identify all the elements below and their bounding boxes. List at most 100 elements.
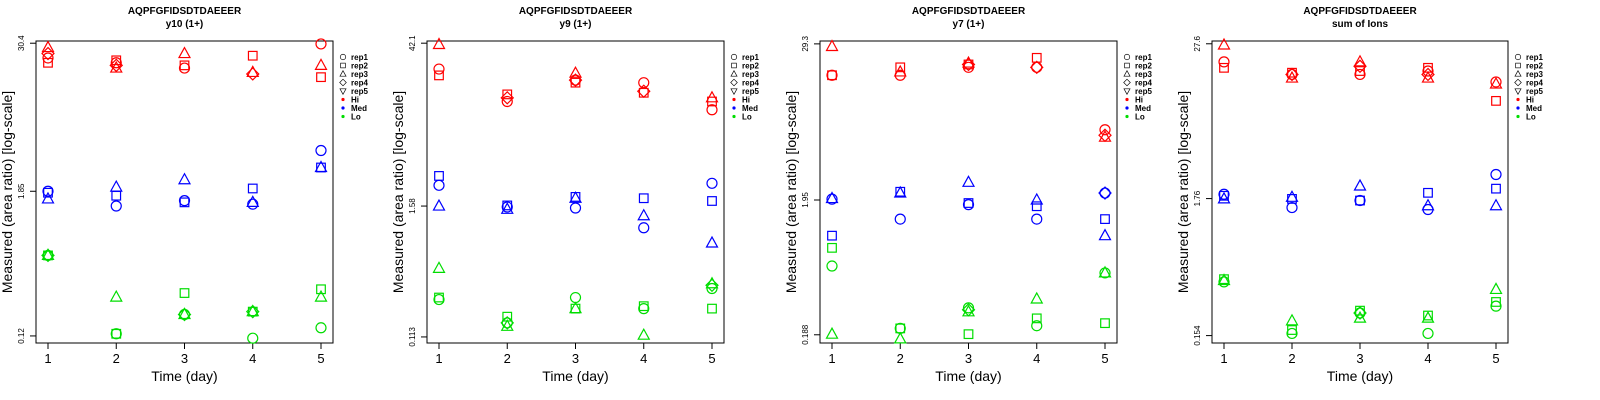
x-tick-label: 5 [708, 351, 715, 366]
data-point [1031, 213, 1043, 225]
data-point [1099, 187, 1111, 199]
data-point [638, 77, 650, 89]
data-point [961, 57, 976, 72]
data-point [434, 171, 444, 181]
legend-symbol-rep1 [730, 53, 738, 61]
data-point [500, 316, 515, 330]
data-point [432, 261, 446, 273]
data-point [178, 62, 191, 74]
x-tick-label: 3 [965, 351, 972, 366]
data-point [315, 144, 327, 157]
legend-label: Lo [1135, 113, 1145, 122]
legend-symbol-rep5 [1123, 88, 1131, 95]
data-point [638, 303, 650, 315]
data-point [826, 193, 838, 205]
legend-symbol-rep5 [730, 88, 738, 95]
data-point [1217, 273, 1231, 286]
chart-panel-3: AQPFGFIDSDTDAEEER y7 (1+) 1 2 3 4 5 Time (day) 0… [783, 6, 1152, 384]
y-tick-label: 27.6 [1193, 35, 1202, 51]
data-point [569, 202, 582, 214]
data-point [1031, 313, 1042, 324]
data-point [895, 62, 906, 73]
data-point [109, 58, 124, 73]
chart-panel-1: AQPFGFIDSDTDAEEER y10 (1+) 1 2 3 4 5 Time (day)… [0, 6, 368, 384]
legend-symbol-rep4 [730, 78, 738, 87]
data-point [246, 195, 260, 207]
data-point [110, 328, 122, 340]
data-point [826, 69, 838, 81]
x-tick-label: 3 [572, 351, 579, 366]
legend-symbol-rep4 [1514, 78, 1522, 87]
x-tick-label: 5 [317, 351, 324, 366]
data-point [1285, 313, 1299, 326]
data-point [179, 60, 190, 71]
y-tick-label: 0.154 [1193, 325, 1202, 346]
data-point [961, 175, 976, 187]
legend-label: rep1 [351, 53, 368, 62]
y-tick-label: 1.58 [408, 198, 417, 214]
legend-symbol-rep5 [339, 88, 347, 95]
data-point [314, 289, 328, 302]
data-point [1354, 68, 1366, 81]
data-point [1286, 68, 1298, 81]
data-point [1029, 60, 1044, 75]
data-point [638, 193, 649, 204]
data-point [1490, 300, 1502, 312]
legend-symbol-rep3 [1123, 70, 1131, 77]
data-point [827, 70, 837, 81]
data-point [827, 230, 837, 241]
data-point [568, 65, 583, 78]
data-point [41, 191, 55, 204]
data-point [111, 190, 122, 201]
legend-label: rep2 [351, 62, 368, 71]
data-point [109, 289, 123, 302]
legend-label: rep5 [351, 87, 368, 96]
x-tick-label: 1 [435, 351, 442, 366]
data-point [707, 303, 717, 314]
data-point [1219, 190, 1229, 201]
y-tick-label: 1.85 [17, 183, 26, 199]
legend-label: Hi [742, 96, 750, 105]
data-point [961, 302, 976, 317]
legend-label: rep4 [1135, 79, 1152, 88]
legend-label: Lo [351, 113, 361, 122]
legend-symbol-rep1 [1514, 53, 1522, 61]
data-point [962, 302, 975, 314]
x-tick-label: 4 [640, 351, 647, 366]
x-tick-label: 2 [897, 351, 904, 366]
data-point [1355, 195, 1365, 206]
data-point [110, 57, 122, 69]
data-point [1219, 62, 1229, 73]
data-point [1285, 190, 1299, 202]
legend-dot-Med [1516, 106, 1520, 110]
legend-dot-Med [732, 106, 736, 110]
x-tick-label: 3 [181, 351, 188, 366]
x-axis-label: Time (day) [151, 368, 217, 384]
legend-symbol-rep3 [339, 70, 347, 77]
legend-symbol-rep2 [1515, 62, 1521, 69]
legend-dot-Lo [1125, 114, 1129, 119]
x-tick-label: 1 [1220, 351, 1227, 366]
legend-dot-Hi [341, 97, 345, 102]
data-point [43, 187, 53, 198]
data-point [1285, 67, 1299, 82]
legend-dot-Hi [732, 97, 736, 102]
chart-panel-4: AQPFGFIDSDTDAEEER sum of Ions 1 2 3 4 5 Time (d… [1175, 6, 1543, 384]
data-point [1353, 54, 1367, 67]
data-point [41, 248, 55, 263]
y-tick-label: 29.3 [801, 36, 810, 52]
data-point [706, 104, 718, 116]
data-point [707, 196, 717, 206]
legend-label: rep4 [1526, 79, 1543, 88]
y-axis-label: Measured (area ratio) [log-scale] [390, 91, 406, 293]
data-point [1354, 194, 1366, 207]
y-tick-label: 42.1 [408, 35, 417, 51]
chart-title: AQPFGFIDSDTDAEEER [128, 6, 242, 17]
data-point [314, 160, 328, 173]
data-point [42, 185, 54, 197]
legend-label: rep1 [742, 53, 759, 62]
legend-dot-Med [341, 106, 345, 110]
data-point [1421, 67, 1435, 82]
legend-label: Med [351, 104, 367, 113]
legend-label: rep5 [1526, 87, 1543, 96]
